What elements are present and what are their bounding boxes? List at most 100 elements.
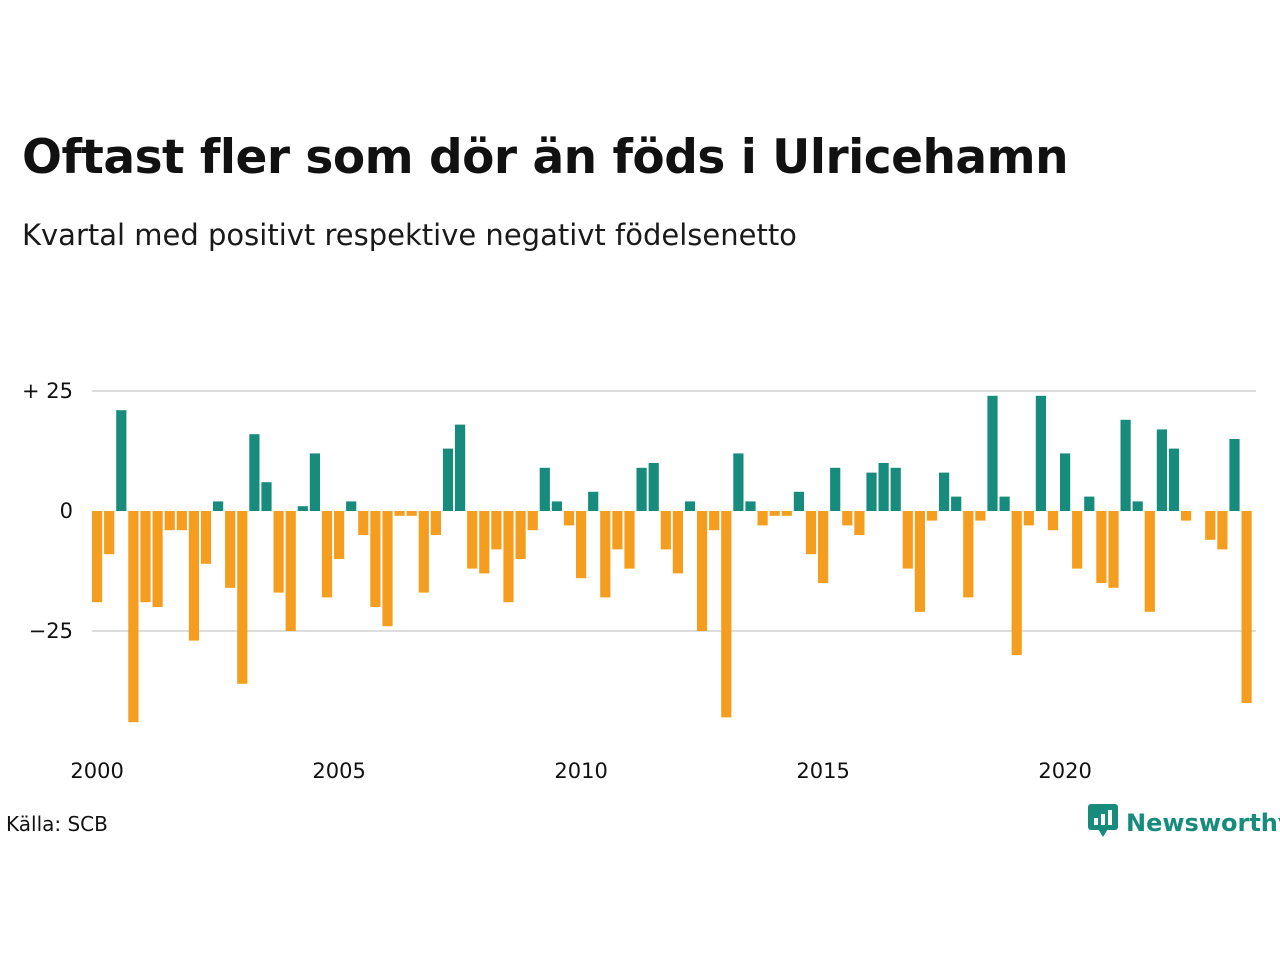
bar-positive: [539, 467, 550, 511]
bar-negative: [527, 511, 538, 531]
source-note: Källa: SCB: [6, 812, 108, 836]
bar-positive: [442, 448, 454, 511]
x-tick-label: 2005: [312, 759, 365, 783]
chart-subtitle: Kvartal med positivt respektive negativt…: [22, 218, 797, 252]
bar-negative: [503, 511, 514, 603]
bar-negative: [430, 511, 441, 535]
bar-negative: [805, 511, 817, 555]
bar-negative: [188, 511, 199, 641]
bar-negative: [382, 511, 393, 627]
bar-negative: [104, 511, 115, 555]
bar-negative: [1181, 511, 1192, 521]
bar-positive: [297, 506, 308, 511]
bar-negative: [576, 511, 587, 579]
bar-positive: [951, 496, 962, 511]
bar-negative: [781, 511, 792, 516]
bar-positive: [1156, 429, 1167, 511]
x-tick-label: 2000: [70, 759, 123, 783]
bar-negative: [818, 511, 829, 583]
bar-positive: [551, 501, 562, 511]
bar-positive: [116, 410, 127, 511]
bar-negative: [164, 511, 175, 531]
bar-negative: [624, 511, 635, 569]
bar-negative: [1108, 511, 1119, 588]
bar-negative: [769, 511, 780, 516]
x-tick-label: 2010: [554, 759, 607, 783]
bar-positive: [1229, 439, 1240, 511]
bar-negative: [914, 511, 925, 612]
bar-negative: [563, 511, 575, 526]
bar-positive: [793, 491, 804, 511]
bar-negative: [963, 511, 974, 598]
bar-positive: [455, 424, 466, 511]
bar-positive: [1132, 501, 1143, 511]
bar-negative: [660, 511, 671, 550]
bar-positive: [1120, 419, 1131, 511]
bar-negative: [358, 511, 369, 535]
bar-negative: [1241, 511, 1252, 703]
bar-negative: [1011, 511, 1022, 655]
y-tick-label: −25: [29, 619, 73, 643]
bar-positive: [636, 467, 647, 511]
x-tick-label: 2015: [796, 759, 849, 783]
bar-negative: [1144, 511, 1155, 612]
chart-title: Oftast fler som dör än föds i Ulricehamn: [22, 130, 1069, 185]
bar-negative: [176, 511, 187, 531]
bars: [92, 395, 1252, 723]
bar-negative: [467, 511, 478, 569]
bar-positive: [1035, 395, 1046, 511]
bar-negative: [479, 511, 490, 574]
bar-negative: [200, 511, 212, 564]
bar-positive: [261, 482, 272, 511]
bar-negative: [600, 511, 611, 598]
bar-positive: [1060, 453, 1071, 511]
bar-negative: [926, 511, 938, 521]
bar-negative: [225, 511, 236, 588]
bar-positive: [987, 395, 998, 511]
x-axis-labels: 2000 2005 2010 2015 2020: [70, 759, 1091, 783]
bar-positive: [1084, 496, 1095, 511]
bar-negative: [854, 511, 865, 535]
bar-negative: [902, 511, 913, 569]
bar-positive: [878, 463, 889, 511]
bar-negative: [237, 511, 248, 684]
bar-positive: [745, 501, 756, 511]
bar-negative: [418, 511, 429, 593]
bar-negative: [672, 511, 683, 574]
bar-positive: [346, 501, 357, 511]
bar-negative: [842, 511, 853, 526]
bar-negative: [140, 511, 151, 603]
bar-negative: [491, 511, 502, 550]
bar-negative: [334, 511, 345, 559]
bar-negative: [1217, 511, 1228, 550]
bar-positive: [684, 501, 696, 511]
bar-positive: [939, 472, 950, 511]
y-axis-labels: + 25 0 −25: [22, 379, 73, 643]
bar-positive: [249, 434, 260, 511]
y-tick-label: 0: [60, 499, 73, 523]
bar-negative: [721, 511, 732, 718]
bar-negative: [697, 511, 708, 631]
bar-positive: [830, 467, 841, 511]
bar-negative: [285, 511, 296, 631]
bar-negative: [757, 511, 768, 526]
bar-negative: [152, 511, 163, 607]
bar-negative: [128, 511, 139, 723]
bar-negative: [273, 511, 284, 593]
bar-positive: [213, 501, 224, 511]
bar-positive: [890, 467, 901, 511]
bar-negative: [1072, 511, 1083, 569]
bar-negative: [394, 511, 405, 516]
y-tick-label: + 25: [22, 379, 73, 403]
x-tick-label: 2020: [1038, 759, 1091, 783]
brand-logo[interactable]: Newsworthy: [1088, 804, 1280, 842]
bar-negative: [1205, 511, 1216, 540]
bar-negative: [321, 511, 333, 598]
bar-positive: [733, 453, 744, 511]
bar-negative: [1023, 511, 1034, 526]
bar-negative: [1096, 511, 1107, 583]
bar-positive: [648, 463, 659, 511]
bar-negative: [406, 511, 417, 516]
bar-positive: [309, 453, 320, 511]
